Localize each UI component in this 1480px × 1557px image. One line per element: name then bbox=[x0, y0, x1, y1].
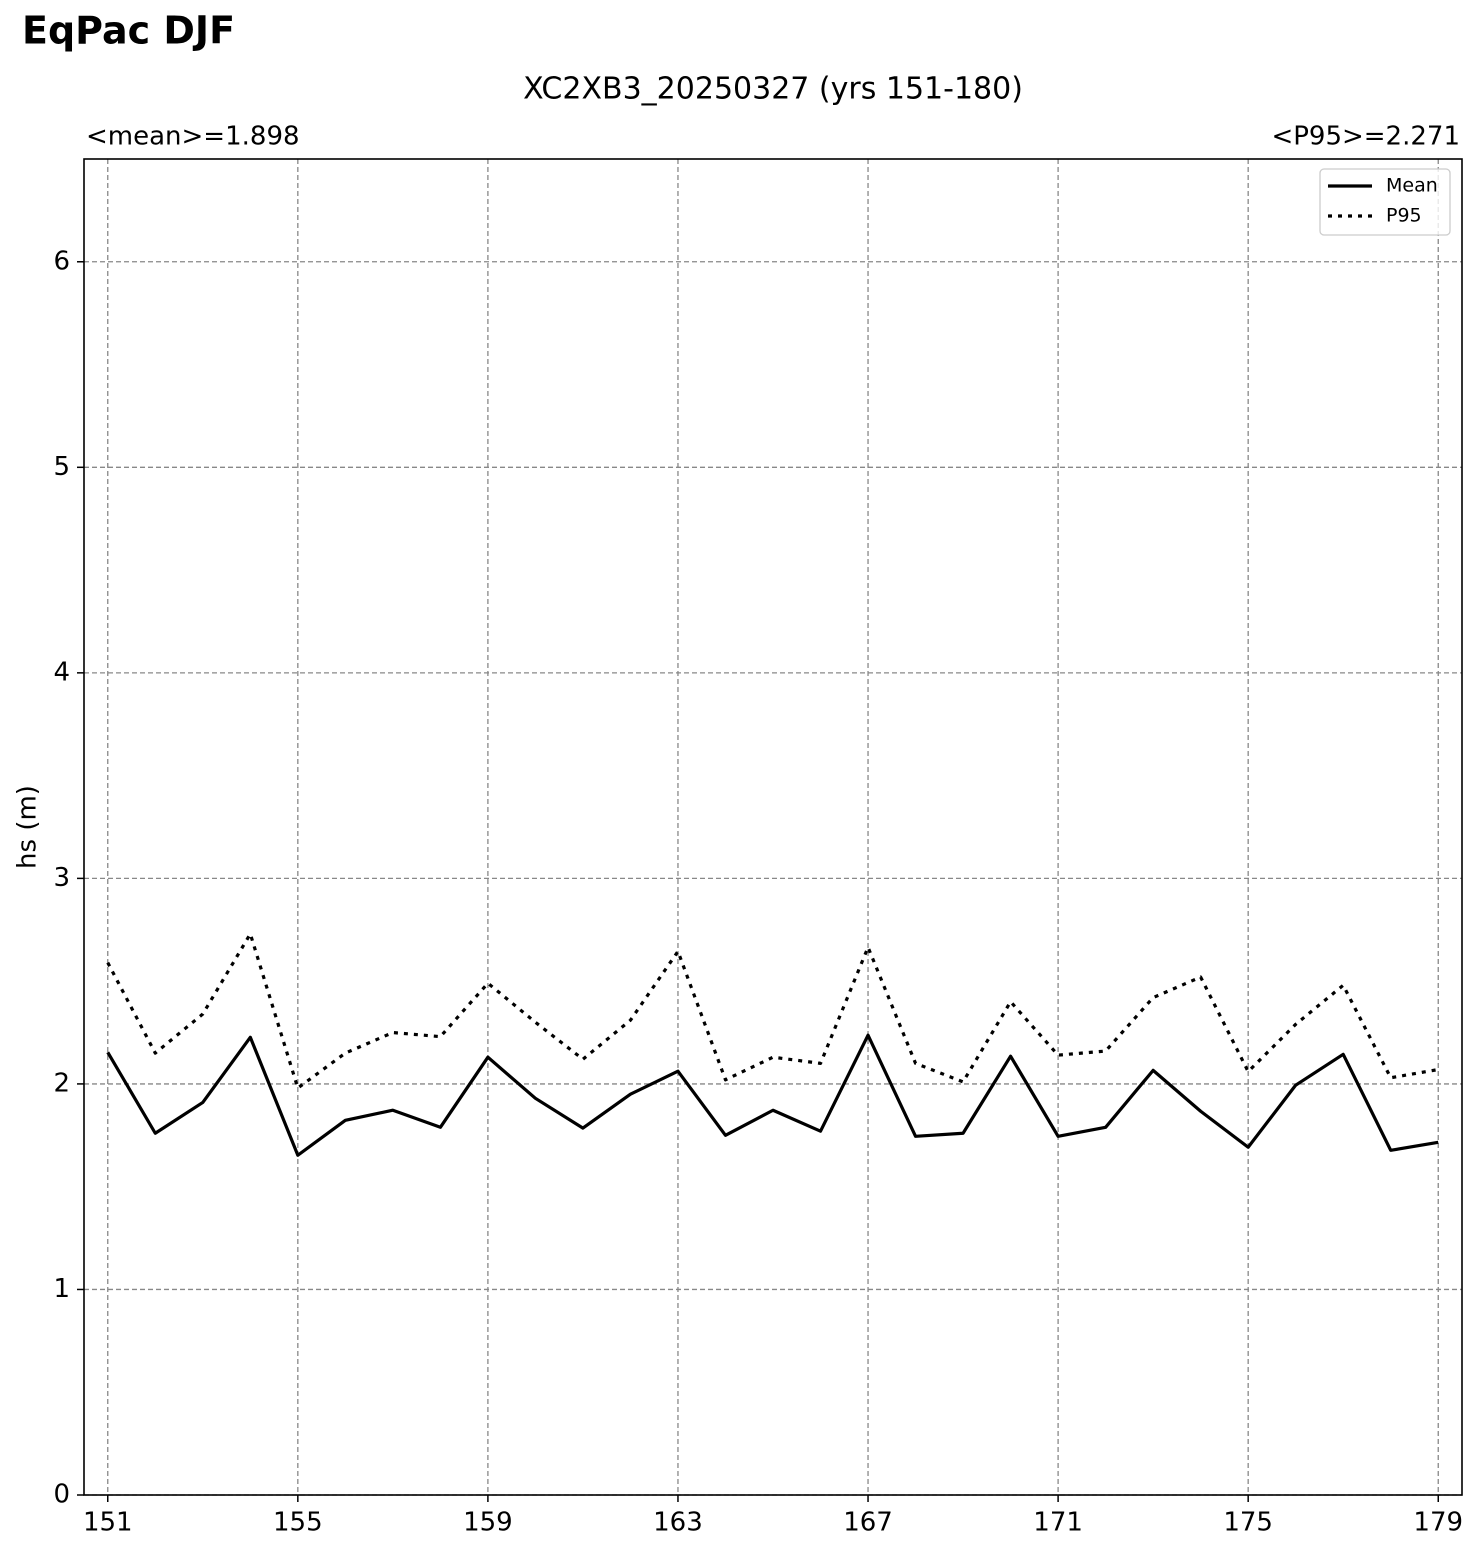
legend-label: P95 bbox=[1386, 205, 1422, 227]
data-line bbox=[106, 932, 1439, 1090]
left-title: <mean>=1.898 bbox=[86, 122, 300, 152]
x-tick-label: 151 bbox=[83, 1508, 133, 1538]
y-tick-label: 6 bbox=[53, 246, 70, 276]
y-tick-label: 0 bbox=[53, 1480, 70, 1510]
x-tick-label: 159 bbox=[463, 1508, 513, 1538]
right-title: <P95>=2.271 bbox=[1271, 122, 1460, 152]
chart-title: XC2XB3_20250327 (yrs 151-180) bbox=[523, 72, 1023, 107]
x-tick-label: 167 bbox=[843, 1508, 893, 1538]
x-tick-label: 163 bbox=[653, 1508, 703, 1538]
y-tick-label: 3 bbox=[53, 863, 70, 893]
legend-label: Mean bbox=[1386, 175, 1438, 197]
y-tick-label: 5 bbox=[53, 452, 70, 482]
suptitle: EqPac DJF bbox=[22, 9, 235, 53]
plot-frame bbox=[83, 158, 1463, 1496]
y-tick-label: 1 bbox=[53, 1274, 70, 1304]
x-tick-label: 175 bbox=[1223, 1508, 1273, 1538]
legend: Mean P95 bbox=[1319, 168, 1451, 236]
x-tick-label: 155 bbox=[273, 1508, 323, 1538]
y-tick-label: 2 bbox=[53, 1068, 70, 1098]
data-line bbox=[106, 1033, 1439, 1157]
x-tick-label: 179 bbox=[1413, 1508, 1463, 1538]
y-axis-label: hs (m) bbox=[13, 785, 43, 869]
y-tick-label: 4 bbox=[53, 657, 70, 687]
x-tick-label: 171 bbox=[1033, 1508, 1083, 1538]
